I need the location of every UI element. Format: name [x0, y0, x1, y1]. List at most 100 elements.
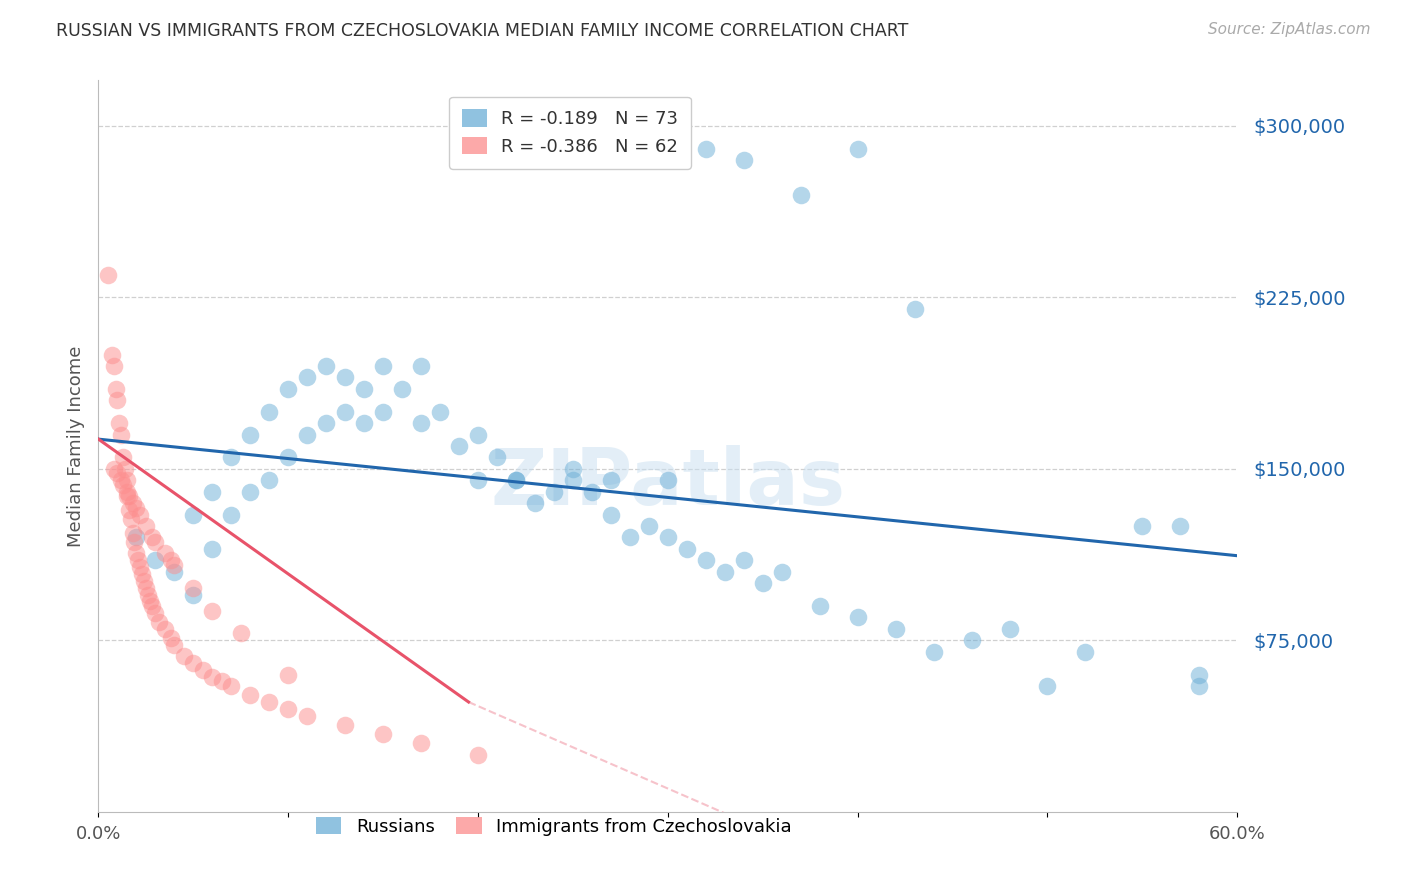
Point	[1188, 679, 1211, 693]
Point	[411, 416, 433, 430]
Point	[121, 496, 143, 510]
Point	[619, 530, 641, 544]
Point	[138, 594, 160, 608]
Point	[695, 553, 717, 567]
Point	[846, 142, 869, 156]
Point	[107, 393, 129, 408]
Point	[221, 679, 243, 693]
Point	[141, 599, 163, 613]
Point	[714, 565, 737, 579]
Point	[108, 416, 131, 430]
Point	[239, 688, 262, 702]
Point	[562, 473, 585, 487]
Point	[103, 462, 125, 476]
Point	[505, 473, 527, 487]
Point	[353, 416, 375, 430]
Point	[297, 427, 319, 442]
Point	[808, 599, 831, 613]
Point	[115, 473, 138, 487]
Point	[619, 142, 641, 156]
Point	[132, 574, 155, 588]
Point	[141, 530, 163, 544]
Point	[259, 473, 281, 487]
Point	[110, 427, 132, 442]
Point	[229, 626, 252, 640]
Point	[581, 484, 603, 499]
Point	[97, 268, 120, 282]
Point	[371, 727, 394, 741]
Point	[239, 427, 262, 442]
Point	[135, 519, 157, 533]
Point	[221, 450, 243, 465]
Point	[391, 382, 413, 396]
Point	[790, 187, 813, 202]
Point	[638, 519, 661, 533]
Point	[277, 382, 299, 396]
Point	[211, 674, 233, 689]
Point	[657, 530, 679, 544]
Point	[201, 484, 224, 499]
Point	[114, 462, 136, 476]
Point	[904, 301, 927, 316]
Point	[136, 588, 159, 602]
Point	[125, 546, 148, 560]
Point	[100, 347, 122, 362]
Point	[770, 565, 793, 579]
Point	[110, 473, 132, 487]
Point	[505, 473, 527, 487]
Point	[429, 405, 451, 419]
Point	[733, 553, 755, 567]
Legend: Russians, Immigrants from Czechoslovakia: Russians, Immigrants from Czechoslovakia	[309, 810, 799, 843]
Point	[371, 359, 394, 373]
Point	[135, 581, 157, 595]
Point	[657, 473, 679, 487]
Point	[104, 382, 127, 396]
Point	[411, 359, 433, 373]
Point	[315, 359, 337, 373]
Point	[145, 535, 167, 549]
Point	[115, 489, 138, 503]
Point	[107, 467, 129, 481]
Point	[524, 496, 547, 510]
Text: Source: ZipAtlas.com: Source: ZipAtlas.com	[1208, 22, 1371, 37]
Point	[846, 610, 869, 624]
Point	[1074, 645, 1097, 659]
Point	[998, 622, 1021, 636]
Point	[1132, 519, 1154, 533]
Point	[676, 541, 699, 556]
Point	[112, 450, 135, 465]
Point	[600, 473, 623, 487]
Point	[297, 708, 319, 723]
Point	[153, 622, 176, 636]
Y-axis label: Median Family Income: Median Family Income	[66, 345, 84, 547]
Point	[120, 512, 142, 526]
Point	[259, 695, 281, 709]
Point	[335, 370, 357, 384]
Point	[118, 503, 141, 517]
Point	[449, 439, 471, 453]
Point	[543, 484, 565, 499]
Point	[371, 405, 394, 419]
Point	[277, 702, 299, 716]
Point	[353, 382, 375, 396]
Point	[259, 405, 281, 419]
Point	[733, 153, 755, 168]
Point	[221, 508, 243, 522]
Point	[884, 622, 907, 636]
Point	[201, 670, 224, 684]
Point	[163, 565, 186, 579]
Point	[922, 645, 945, 659]
Point	[695, 142, 717, 156]
Point	[201, 603, 224, 617]
Point	[131, 567, 153, 582]
Point	[960, 633, 983, 648]
Point	[129, 560, 152, 574]
Point	[159, 631, 181, 645]
Point	[153, 546, 176, 560]
Point	[173, 649, 195, 664]
Point	[129, 508, 152, 522]
Point	[163, 638, 186, 652]
Point	[657, 142, 679, 156]
Point	[1188, 667, 1211, 681]
Point	[297, 370, 319, 384]
